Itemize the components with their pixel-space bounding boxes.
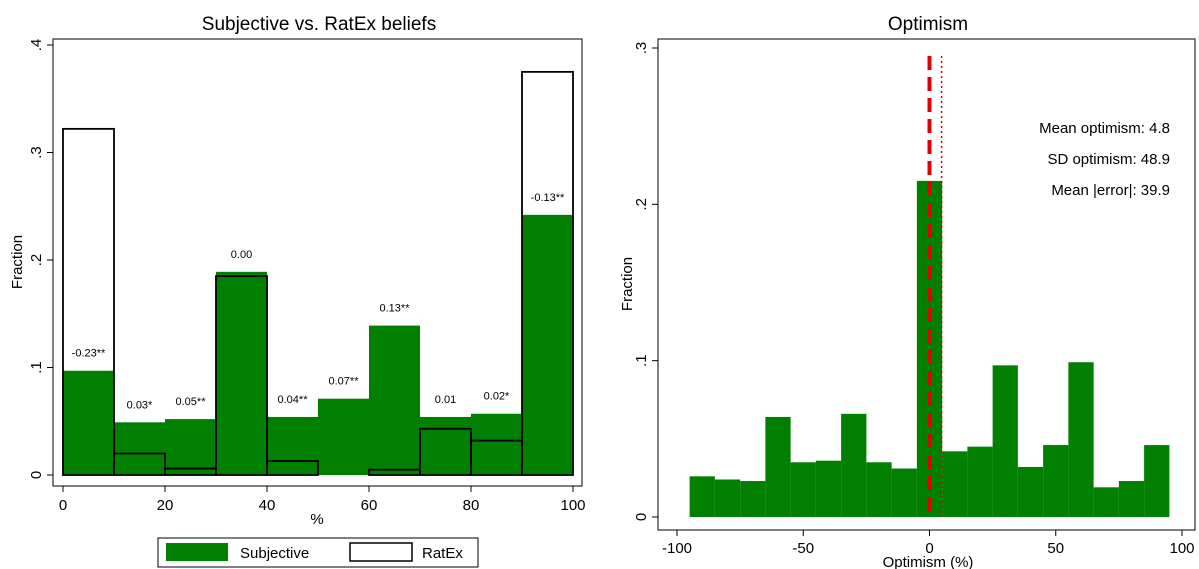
y-tick-label-3: .3 <box>28 146 45 159</box>
y-tick-label-2: .2 <box>28 254 45 267</box>
right-x-ticks: -100 -50 0 50 100 <box>662 530 1195 557</box>
legend-swatch-ratex <box>349 542 413 562</box>
ratex-bar-90 <box>521 70 574 476</box>
optimism-bar--45 <box>815 460 842 517</box>
legend-label-subjective: Subjective <box>240 545 309 562</box>
right-y-ticks: 0 .1 .2 .3 <box>633 42 658 521</box>
x-tick-label--100: -100 <box>662 540 692 557</box>
subjective-bar-60 <box>369 325 420 475</box>
optimism-bar--75 <box>740 481 766 517</box>
left-y-ticks: 0 .1 .2 .3 .4 <box>28 39 53 479</box>
subjective-bar-50 <box>318 398 369 475</box>
y-tick-label-4: .4 <box>28 39 45 52</box>
bar-label-30: 0.00 <box>231 249 252 261</box>
left-y-axis-label: Fraction <box>9 235 26 289</box>
subjective-bar-0 <box>63 370 114 475</box>
optimism-bar-35 <box>1017 466 1044 517</box>
subjective-bar-10 <box>114 422 165 475</box>
x-tick-label-100: 100 <box>560 497 585 514</box>
y-tick-label-0: 0 <box>633 513 650 521</box>
subjective-bar-90 <box>522 214 573 475</box>
y-tick-label-1: .1 <box>28 361 45 374</box>
y-tick-label-0: 0 <box>28 471 45 479</box>
bar-label-50: 0.07** <box>329 376 360 388</box>
legend-swatch-subjective <box>166 543 228 561</box>
optimism-bar-45 <box>1043 445 1069 517</box>
right-x-axis-label: Optimism (%) <box>883 554 974 569</box>
legend-label-ratex: RatEx <box>422 545 463 562</box>
x-tick-label-0: 0 <box>925 540 933 557</box>
optimism-bar--25 <box>866 462 892 517</box>
right-chart-title: Optimism <box>888 14 968 35</box>
bar-label-90: -0.13** <box>531 192 565 204</box>
bar-label-80: 0.02* <box>484 391 510 403</box>
right-y-axis-label: Fraction <box>619 257 636 311</box>
ratex-bar-0 <box>62 127 115 476</box>
x-tick-label-40: 40 <box>259 497 276 514</box>
left-plot-frame <box>52 38 583 487</box>
optimism-bar-5 <box>942 451 968 517</box>
optimism-bar--85 <box>714 479 741 517</box>
subjective-bar-80 <box>471 413 522 475</box>
right-optimism-bars <box>689 180 1170 517</box>
subjective-bar-70 <box>420 416 471 475</box>
annotation-sd-optimism: SD optimism: 48.9 <box>1047 151 1170 168</box>
optimism-bar--55 <box>790 462 816 517</box>
left-subjective-bars <box>63 214 573 475</box>
left-x-axis-label: % <box>310 511 323 528</box>
bar-label-60: 0.13** <box>380 303 411 315</box>
subjective-bar-40 <box>267 416 318 475</box>
bar-label-40: 0.04** <box>278 394 309 406</box>
optimism-bar--65 <box>765 416 791 517</box>
bar-label-20: 0.05** <box>176 396 207 408</box>
ratex-bar-10 <box>113 452 166 476</box>
left-chart-title: Subjective vs. RatEx beliefs <box>202 14 436 35</box>
subjective-bar-30 <box>216 271 267 475</box>
optimism-bar-15 <box>967 446 993 517</box>
x-tick-label-50: 50 <box>1047 540 1064 557</box>
ratex-bar-30 <box>215 275 268 476</box>
left-ratex-bars <box>62 70 574 476</box>
x-tick-label-20: 20 <box>157 497 174 514</box>
left-x-ticks: 0 20 40 60 80 100 <box>59 486 586 514</box>
optimism-bar--35 <box>841 413 867 517</box>
annotation-mean-optimism: Mean optimism: 4.8 <box>1039 120 1170 137</box>
bar-label-0: -0.23** <box>72 348 106 360</box>
left-chart: Subjective vs. RatEx beliefs -0.23** 0.03… <box>9 14 586 528</box>
y-tick-label-3: .3 <box>633 42 650 55</box>
x-tick-label-60: 60 <box>361 497 378 514</box>
legend: Subjective RatEx <box>157 537 479 568</box>
y-tick-label-2: .2 <box>633 198 650 211</box>
right-plot-frame <box>657 38 1196 531</box>
x-tick-label-0: 0 <box>59 497 67 514</box>
optimism-bar--15 <box>891 468 917 517</box>
bar-label-70: 0.01 <box>435 394 456 406</box>
bar-label-10: 0.03* <box>127 399 153 411</box>
optimism-bar-85 <box>1144 445 1170 517</box>
x-tick-label-80: 80 <box>463 497 480 514</box>
x-tick-label--50: -50 <box>792 540 814 557</box>
subjective-bar-20 <box>165 419 216 475</box>
x-tick-label-100: 100 <box>1169 540 1194 557</box>
annotation-mean-error: Mean |error|: 39.9 <box>1051 182 1170 199</box>
optimism-bar-75 <box>1118 481 1145 517</box>
optimism-bar-65 <box>1093 487 1119 517</box>
ratex-bar-40 <box>266 460 319 476</box>
y-tick-label-1: .1 <box>633 354 650 367</box>
left-bar-labels: -0.23** 0.03* 0.05** 0.00 0.04** 0.07** 0.13**… <box>72 192 565 411</box>
right-chart: Optimism Mean optimism: 4.8 SD optimism:… <box>619 14 1196 569</box>
optimism-bar--95 <box>689 476 715 517</box>
optimism-bar-55 <box>1068 362 1094 517</box>
optimism-bar-25 <box>992 365 1018 517</box>
